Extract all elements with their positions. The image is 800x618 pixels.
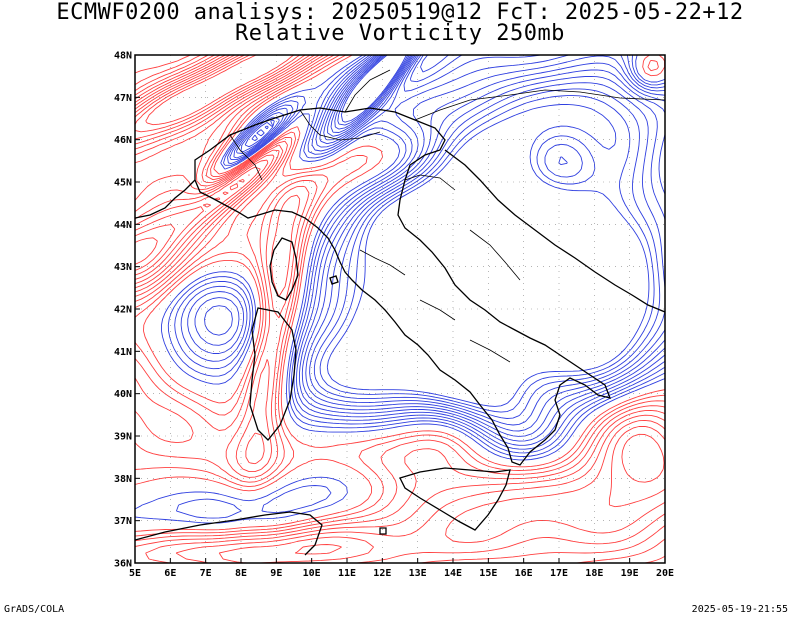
map-subtitle: Relative Vorticity 250mb [235,21,565,46]
longitude-label: 15E [479,568,497,579]
longitude-label: 13E [409,568,427,579]
longitude-label: 8E [235,568,247,579]
longitude-label: 9E [270,568,282,579]
positive-vorticity-contour [135,55,665,563]
longitude-label: 20E [656,568,674,579]
footer-timestamp: 2025-05-19-21:55 [691,604,788,615]
latitude-label: 42N [114,305,132,316]
longitude-label: 6E [164,568,176,579]
latitude-labels: 48N 47N 46N 45N 44N 43N 42N 41N 40N 39N 38N 37N 36N [114,51,140,570]
negative-vorticity-contour [194,55,665,442]
longitude-label: 11E [338,568,356,579]
positive-vorticity-contour [135,55,665,563]
longitude-label: 17E [550,568,568,579]
coastlines [135,107,665,556]
longitude-label: 18E [585,568,603,579]
borders [229,69,665,363]
latitude-label: 37N [114,516,132,527]
positive-vorticity-contour [135,55,295,265]
negative-vorticity-contour [244,55,665,432]
longitude-label: 10E [303,568,321,579]
positive-vorticity-contour [135,55,665,555]
map-title: ECMWF0200 analisys: 20250519@12 FcT: 202… [56,0,744,25]
longitude-label: 12E [373,568,391,579]
latitude-label: 41N [114,347,132,358]
latitude-label: 46N [114,135,132,146]
latitude-label: 47N [114,93,132,104]
latitude-label: 38N [114,474,132,485]
negative-vorticity-contour [187,55,665,446]
latitude-label: 36N [114,559,132,570]
latitude-label: 44N [114,220,132,231]
longitude-label: 16E [515,568,533,579]
latitude-label: 48N [114,51,132,62]
latitude-label: 40N [114,389,132,400]
negative-vorticity-contour [204,55,665,437]
positive-vorticity-contour [135,55,665,563]
longitude-labels: 5E 6E 7E 8E 9E 10E 11E 12E 13E 14E 15E 16E 17E 18E 19E… [129,558,674,579]
longitude-label: 5E [129,568,141,579]
latitude-label: 43N [114,262,132,273]
positive-vorticity-contour [135,55,665,532]
negative-vorticity-contour [180,55,665,450]
positive-vorticity-contour [135,55,301,271]
longitude-label: 19E [621,568,639,579]
longitude-label: 14E [444,568,462,579]
longitude-label: 7E [200,568,212,579]
positive-vorticity-contour [135,55,665,537]
lat-lon-grid [135,55,665,563]
negative-vorticity-contour [135,55,665,524]
negative-vorticity-contour [319,55,655,413]
latitude-label: 45N [114,178,132,189]
footer-credit: GrADS/COLA [4,604,65,615]
map-area [135,55,665,563]
latitude-label: 39N [114,432,132,443]
